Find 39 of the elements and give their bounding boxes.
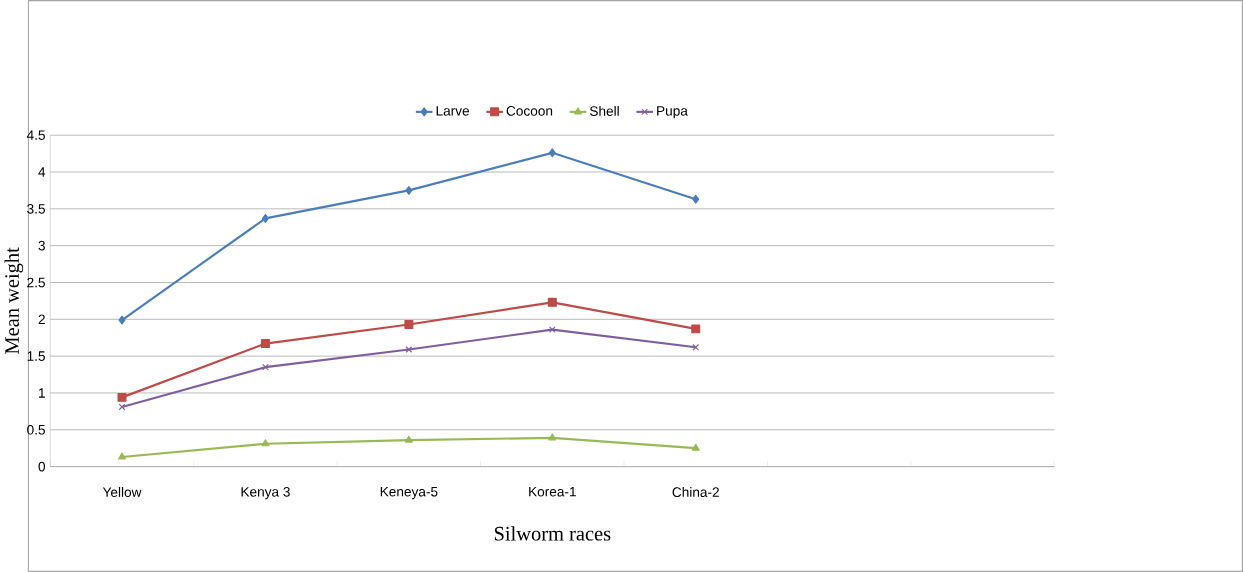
point [262,363,269,371]
y-tick-label: 1.5 [27,351,45,361]
point [260,339,270,349]
x-tick-label: Keneya-5 [380,487,438,500]
x-tick-label: China-2 [672,487,719,498]
y-axis-title: Mean weight [4,247,24,354]
point [548,433,557,441]
point [261,213,269,223]
x-tick-label: Korea-1 [529,487,576,497]
y-tick-label: 0 [38,461,46,472]
x-axis-title: Silworm races [494,526,611,541]
y-tick-label: 4.5 [26,130,45,140]
legend-label: Cocoon [506,106,553,116]
y-tick-label: 4 [38,167,46,177]
point [691,443,700,451]
point [692,194,700,204]
point [118,315,126,325]
legend-label: Larve [436,106,470,116]
point [548,148,556,158]
y-tick-label: 3.5 [27,204,45,214]
point [691,324,701,334]
y-tick-label: 3 [38,240,45,251]
x-tick-label: Kenya 3 [241,487,290,500]
legend-label: Shell [589,105,619,116]
y-tick-label: 2.5 [27,277,45,288]
point [117,392,127,402]
point [405,185,413,195]
y-tick-label: 2 [38,314,45,325]
point [405,346,413,353]
x-tick-label: Yellow [102,487,142,498]
point [118,452,126,460]
point [547,297,557,307]
point [261,439,270,447]
y-tick-label: 0.5 [27,424,45,435]
y-tick-label: 1 [39,388,45,398]
point [548,326,556,333]
point [404,435,413,443]
legend-label: Pupa [657,106,688,119]
point [404,319,414,329]
